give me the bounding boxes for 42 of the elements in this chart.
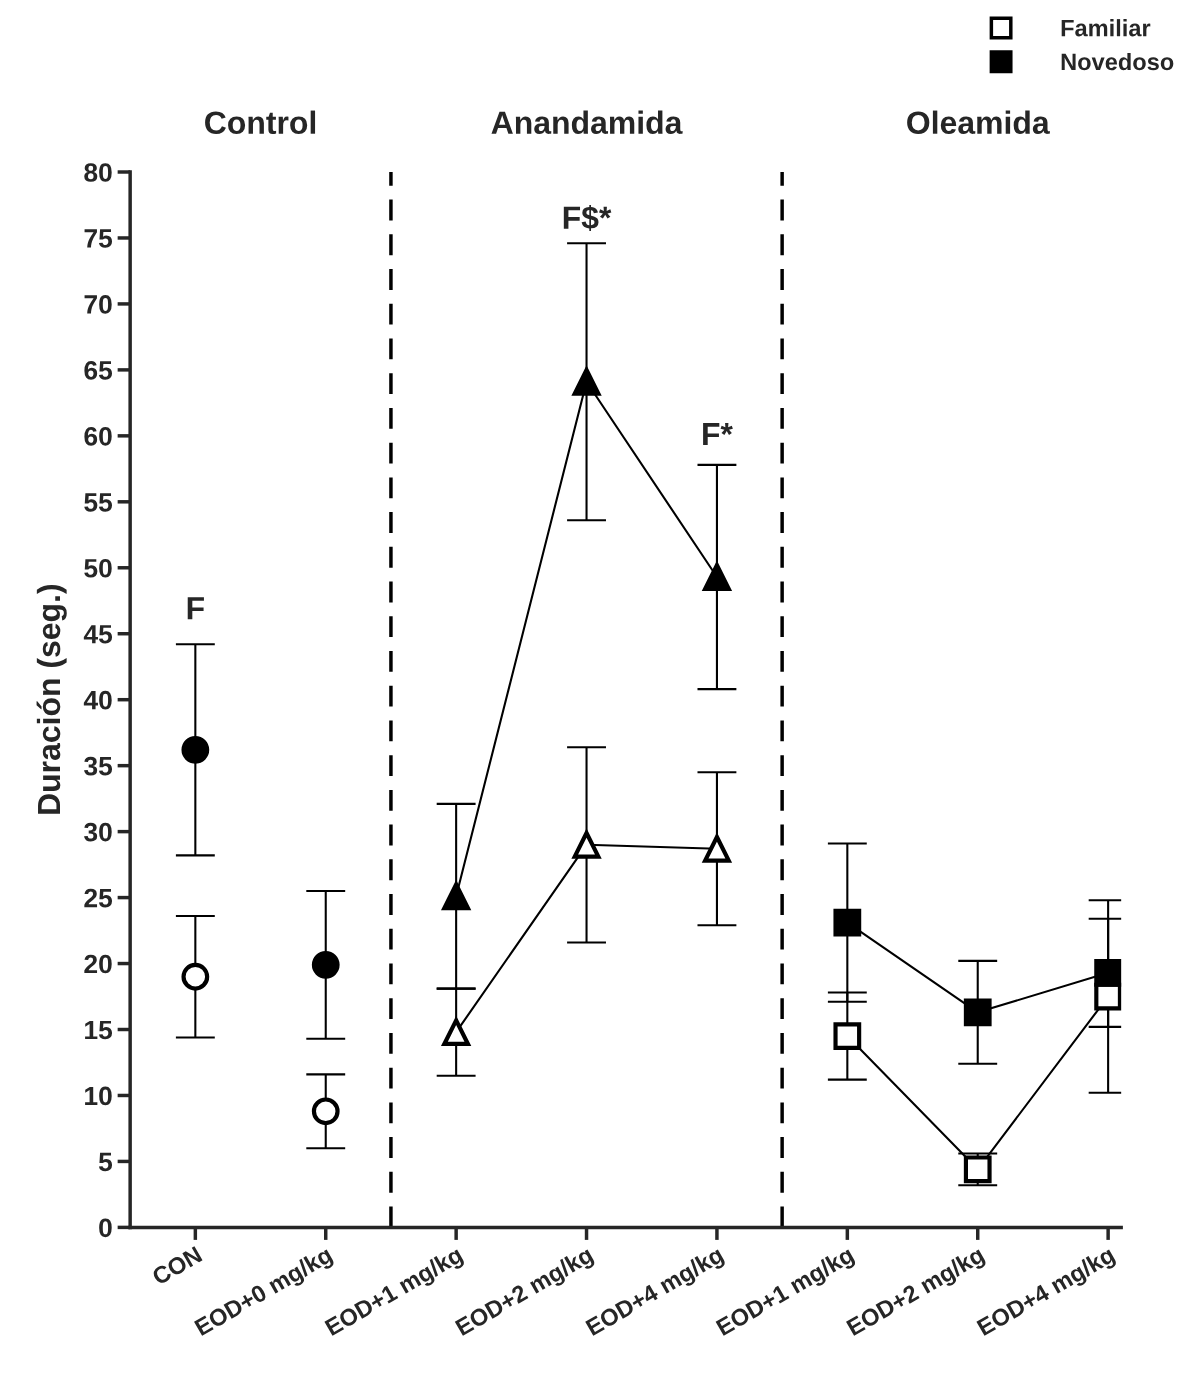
- text: Anandamida: [491, 110, 683, 135]
- point: [833, 1022, 862, 1050]
- x-tick-label: CON: [151, 1246, 203, 1286]
- point: [1094, 958, 1122, 987]
- y-tick-label: 50: [84, 558, 112, 578]
- point: [442, 1018, 471, 1047]
- y-tick-label: 5: [98, 1152, 113, 1172]
- y-tick-label: 70: [84, 295, 112, 314]
- y-tick-label: 0: [99, 1218, 112, 1238]
- y-tick-label: 60: [84, 426, 112, 446]
- point: [963, 1155, 992, 1184]
- y-tick-label: 65: [84, 361, 113, 380]
- y-tick-label: 80: [84, 163, 112, 182]
- y-tick-label: 55: [84, 493, 113, 512]
- point: [442, 882, 471, 911]
- y-tick-label: 30: [84, 822, 112, 842]
- y-tick-label: 35: [84, 756, 113, 776]
- point: [703, 834, 731, 863]
- text: Oleamida: [907, 110, 1050, 135]
- point: [963, 998, 992, 1027]
- annotation: F: [187, 597, 204, 620]
- y-tick-label: 10: [85, 1086, 112, 1106]
- point: [181, 735, 210, 764]
- point: [181, 962, 210, 991]
- annotation: F$*: [563, 204, 612, 232]
- y-tick-label: 25: [84, 888, 113, 908]
- y-axis-title: Duración (seg.): [36, 585, 67, 814]
- text: Control: [205, 110, 316, 135]
- point: [311, 950, 340, 979]
- legend-label: Familiar: [1061, 19, 1151, 37]
- y-tick-label: 40: [83, 690, 112, 710]
- point: [703, 563, 731, 591]
- point: [572, 830, 601, 859]
- y-tick-label: 20: [84, 954, 112, 974]
- legend-label: Novedoso: [1061, 52, 1174, 71]
- point: [572, 367, 601, 396]
- y-tick-label: 45: [83, 625, 113, 644]
- point: [833, 908, 862, 937]
- point: [311, 1097, 340, 1126]
- annotation: F*: [703, 423, 733, 446]
- y-tick-label: 15: [85, 1020, 113, 1040]
- y-tick-label: 75: [84, 229, 113, 248]
